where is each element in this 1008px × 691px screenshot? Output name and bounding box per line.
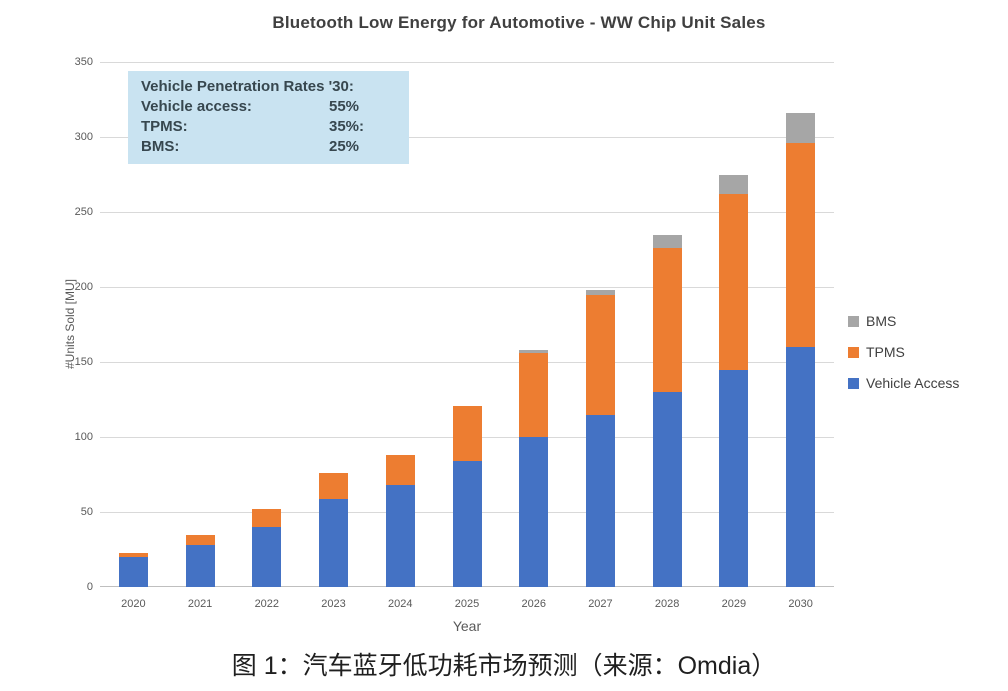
bar-segment-tpms-2023 — [319, 473, 349, 499]
bar-segment-vehicle-access-2029 — [719, 369, 749, 587]
gridline — [100, 137, 834, 138]
x-tick-label: 2022 — [254, 598, 280, 610]
bar-segment-tpms-2028 — [652, 248, 682, 392]
bar-segment-tpms-2026 — [519, 353, 549, 437]
annotation-box: Vehicle Penetration Rates '30: Vehicle a… — [128, 71, 409, 164]
bar-segment-tpms-2020 — [118, 552, 148, 557]
bar-segment-vehicle-access-2025 — [452, 461, 482, 587]
gridline — [100, 362, 834, 363]
bar-segment-bms-2030 — [786, 113, 816, 143]
x-tick-label: 2025 — [454, 598, 480, 610]
bar-segment-tpms-2024 — [385, 455, 415, 485]
annotation-value: 55% — [329, 98, 360, 115]
bar-segment-tpms-2029 — [719, 194, 749, 370]
annotation-row: Vehicle access: 55% — [141, 97, 395, 117]
gridline — [100, 212, 834, 213]
legend-swatch-icon — [848, 346, 859, 358]
legend-label: TPMS — [866, 344, 905, 360]
bar-segment-tpms-2021 — [185, 534, 215, 545]
annotation-value: 25% — [329, 138, 360, 155]
x-tick-label: 2023 — [321, 598, 346, 610]
legend-label: BMS — [866, 313, 897, 329]
bar-segment-vehicle-access-2028 — [652, 392, 682, 587]
bar-segment-vehicle-access-2026 — [519, 437, 549, 587]
bar-segment-bms-2026 — [519, 350, 549, 353]
y-tick-label: 200 — [74, 281, 93, 293]
x-tick-label: 2027 — [588, 598, 613, 610]
x-tick-label: 2020 — [121, 598, 146, 610]
bar-segment-vehicle-access-2030 — [786, 347, 816, 587]
bar-segment-tpms-2022 — [252, 509, 282, 527]
y-tick-label: 0 — [86, 581, 93, 593]
annotation-label: BMS: — [141, 138, 180, 155]
y-axis-title: #Units Sold [MU] — [63, 278, 77, 370]
bar-segment-vehicle-access-2024 — [385, 485, 415, 587]
annotation-row: BMS: 25% — [141, 137, 395, 157]
bar-segment-vehicle-access-2020 — [118, 557, 148, 587]
legend-label: Vehicle Access — [866, 375, 960, 391]
annotation-title: Vehicle Penetration Rates '30: — [141, 78, 354, 95]
legend-swatch-icon — [848, 377, 859, 389]
y-tick-label: 250 — [74, 206, 93, 218]
annotation-value: 35%: — [329, 118, 365, 135]
annotation-label: Vehicle access: — [141, 98, 252, 115]
bar-segment-tpms-2027 — [585, 294, 615, 415]
bar-segment-tpms-2025 — [452, 405, 482, 461]
y-tick-label: 100 — [74, 431, 93, 443]
bar-segment-vehicle-access-2027 — [585, 414, 615, 587]
gridline — [100, 62, 834, 63]
x-tick-label: 2021 — [187, 598, 213, 610]
legend-item-tpms: TPMS — [848, 341, 959, 363]
annotation-row: TPMS: 35%: — [141, 117, 395, 137]
annotation-label: TPMS: — [141, 118, 188, 135]
x-axis-title: Year — [452, 618, 482, 634]
y-tick-label: 50 — [80, 506, 93, 518]
y-tick-label: 150 — [74, 356, 93, 368]
bar-segment-bms-2029 — [719, 174, 749, 194]
legend-item-bms: BMS — [848, 310, 959, 332]
plot-area — [100, 62, 834, 587]
y-tick-label: 350 — [74, 56, 93, 68]
x-tick-label: 2028 — [654, 598, 680, 610]
gridline — [100, 287, 834, 288]
chart-title: Bluetooth Low Energy for Automotive - WW… — [272, 13, 766, 32]
y-tick-label: 300 — [74, 131, 93, 143]
x-tick-label: 2024 — [388, 598, 413, 610]
legend-item-vehicle-access: Vehicle Access — [848, 372, 959, 394]
legend: BMS TPMS Vehicle Access — [848, 310, 959, 403]
x-tick-label: 2030 — [788, 598, 813, 610]
y-axis-tick-labels: 0 50 100 150 200 250 300 350 — [0, 56, 93, 593]
legend-swatch-icon — [848, 315, 859, 327]
x-tick-label: 2026 — [521, 598, 546, 610]
bar-segment-bms-2028 — [652, 234, 682, 248]
bar-segment-vehicle-access-2021 — [185, 545, 215, 587]
figure-caption: 图 1：汽车蓝牙低功耗市场预测（来源：Omdia） — [231, 652, 777, 680]
bar-segment-vehicle-access-2023 — [319, 498, 349, 587]
bar-segment-bms-2027 — [585, 290, 615, 295]
x-tick-label: 2029 — [721, 598, 747, 610]
x-axis-tick-labels: 2020 2021 2022 2023 2024 2025 2026 2027 2028 2029… — [100, 598, 834, 612]
bar-segment-tpms-2030 — [786, 143, 816, 347]
bar-segment-vehicle-access-2022 — [252, 527, 282, 587]
